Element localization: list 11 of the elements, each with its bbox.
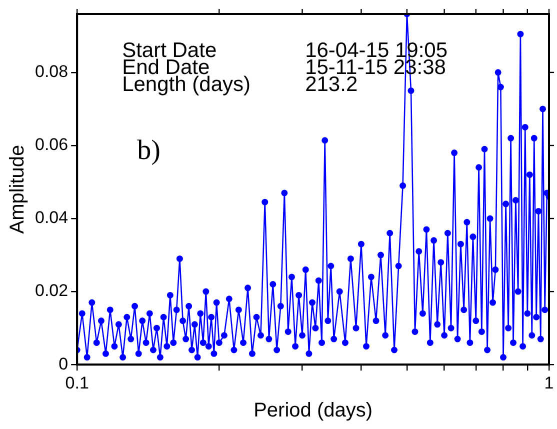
y-tick-label: 0.02 bbox=[34, 281, 68, 300]
x-tick-label: 1 bbox=[544, 373, 554, 392]
x-tick-label: 0.1 bbox=[65, 373, 89, 392]
annotation: Length (days) bbox=[122, 73, 250, 96]
annotation: b) bbox=[137, 135, 160, 166]
y-tick-label: 0.08 bbox=[34, 62, 68, 82]
x-axis-title: Period (days) bbox=[254, 400, 373, 422]
y-tick-label: 0.06 bbox=[34, 135, 68, 154]
y-tick-label: 0.04 bbox=[34, 208, 68, 228]
y-axis-title: Amplitude bbox=[6, 144, 29, 234]
y-tick-label: 0 bbox=[58, 354, 68, 374]
